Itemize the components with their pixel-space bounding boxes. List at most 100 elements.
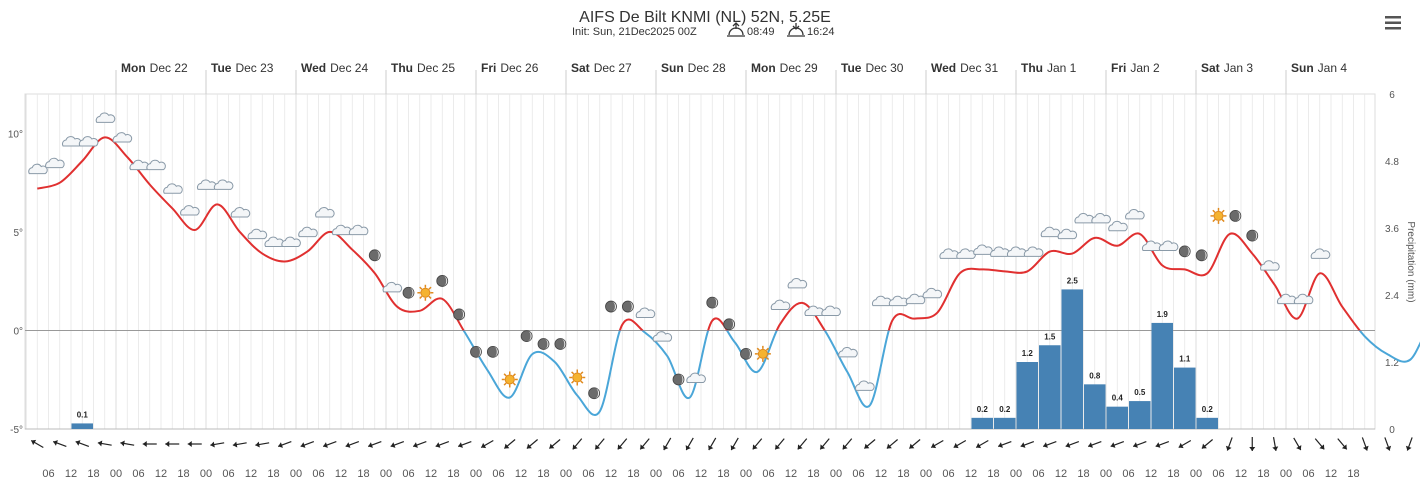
cloud-icon: [1125, 209, 1145, 220]
y-tick-left: -5°: [10, 425, 23, 436]
precip-bar: [71, 423, 93, 429]
wind-arrow-icon: [367, 441, 382, 448]
moon-disc: [1246, 229, 1259, 242]
precip-bar: [1174, 367, 1196, 429]
day-weekday: Sun: [661, 61, 684, 75]
x-axis-hours: 06 12 18 00 06 12 18 00 06 12 18 00 06 12 18 00 06 12 18 00…: [42, 468, 1359, 480]
wind-arrow-head: [864, 443, 870, 449]
cloud-shape: [230, 207, 251, 218]
hour-tick: 12: [425, 468, 437, 480]
cloud-shape: [922, 287, 943, 299]
wind-arrow-head: [323, 442, 328, 448]
wind-arrow-head: [820, 444, 826, 450]
sunrise-icon: [727, 22, 745, 37]
moon-disc: [588, 387, 601, 400]
wind-arrow-head: [1341, 444, 1347, 450]
cloud-shape: [855, 380, 875, 391]
hour-tick: 06: [402, 468, 414, 480]
cloud-shape: [315, 207, 335, 218]
hour-tick: 00: [110, 468, 122, 480]
day-label: Sat Jan 3: [1201, 61, 1253, 75]
sun-ray: [756, 356, 760, 361]
moon-disc: [486, 345, 499, 358]
wind-arrow-icon: [30, 439, 44, 449]
wind-arrow-icon: [639, 438, 650, 450]
wind-arrow-icon: [975, 439, 989, 449]
sun-ray: [1221, 209, 1225, 213]
hour-tick: 18: [267, 468, 279, 480]
sun-ray: [503, 382, 507, 386]
temperature-line-above-zero: [37, 136, 1361, 331]
moon-crescent: [747, 348, 752, 360]
moon-icon: [402, 286, 415, 299]
moon-disc: [537, 338, 550, 350]
hour-tick: 18: [1347, 468, 1359, 480]
wind-arrow-icon: [255, 441, 270, 448]
wind-arrow-head: [1110, 442, 1116, 448]
wind-arrow-head: [390, 442, 396, 448]
precip-bar: [1016, 362, 1038, 429]
hour-tick: 06: [222, 468, 234, 480]
precip-bar: [1061, 289, 1083, 429]
day-date: Dec 29: [780, 61, 818, 75]
cloud-icon: [112, 132, 133, 143]
moon-icon: [621, 300, 634, 313]
cloud-icon: [315, 207, 335, 218]
wind-arrow-head: [752, 444, 758, 450]
cloud-icon: [770, 299, 791, 311]
hour-tick: 18: [447, 468, 459, 480]
moon-icon: [453, 308, 466, 321]
cloud-shape: [45, 157, 65, 169]
precip-label: 1.2: [1022, 349, 1034, 358]
wind-arrow-head: [1133, 442, 1138, 448]
wind-arrow-head: [886, 443, 892, 449]
wind-arrow-head: [953, 442, 959, 449]
precip-label: 0.8: [1089, 371, 1101, 380]
day-date: Dec 31: [960, 61, 998, 75]
day-weekday: Sat: [571, 61, 590, 75]
moon-crescent: [1202, 250, 1207, 261]
wind-arrow-head: [53, 440, 58, 446]
precip-label: 2.5: [1067, 276, 1079, 285]
cloud-icon: [163, 183, 183, 194]
hour-tick: 06: [1122, 468, 1134, 480]
wind-arrow-icon: [1249, 437, 1256, 451]
cloud-shape: [78, 136, 99, 147]
hamburger-menu-icon[interactable]: [1384, 15, 1402, 31]
day-label: Thu Dec 25: [391, 61, 455, 75]
cloud-shape: [112, 132, 133, 143]
sun-icon: [501, 371, 518, 388]
moon-crescent: [595, 387, 600, 399]
moon-crescent: [679, 374, 684, 385]
moon-disc: [436, 275, 449, 287]
day-label: Tue Dec 23: [211, 61, 274, 75]
cloud-shape: [838, 346, 858, 358]
hour-tick: 00: [1100, 468, 1112, 480]
day-label: Sun Dec 28: [661, 61, 726, 75]
moon-icon: [537, 338, 550, 350]
sun-ray: [428, 295, 432, 299]
hour-tick: 18: [987, 468, 999, 480]
wind-arrow-head: [617, 444, 623, 450]
hour-tick: 00: [650, 468, 662, 480]
moon-icon: [520, 330, 533, 343]
cloud-icon: [28, 163, 48, 175]
day-date: Dec 28: [688, 61, 726, 75]
sun-disc: [1213, 210, 1224, 221]
cloud-shape: [770, 299, 791, 311]
y-tick-right: 0: [1389, 425, 1395, 436]
plot-area: [24, 93, 1376, 430]
moon-icon: [1195, 249, 1208, 262]
cloud-shape: [28, 163, 48, 175]
day-date: Dec 24: [330, 61, 368, 75]
wind-arrow-head: [413, 442, 418, 448]
day-date: Jan 1: [1047, 61, 1077, 75]
wind-arrow-head: [640, 444, 646, 450]
hour-tick: 18: [897, 468, 909, 480]
sun-ray: [419, 295, 423, 299]
precip-label: 0.5: [1134, 388, 1146, 397]
day-weekday: Sat: [1201, 61, 1220, 75]
hour-tick: 00: [290, 468, 302, 480]
wind-arrow-head: [549, 443, 555, 449]
day-date: Dec 27: [594, 61, 632, 75]
